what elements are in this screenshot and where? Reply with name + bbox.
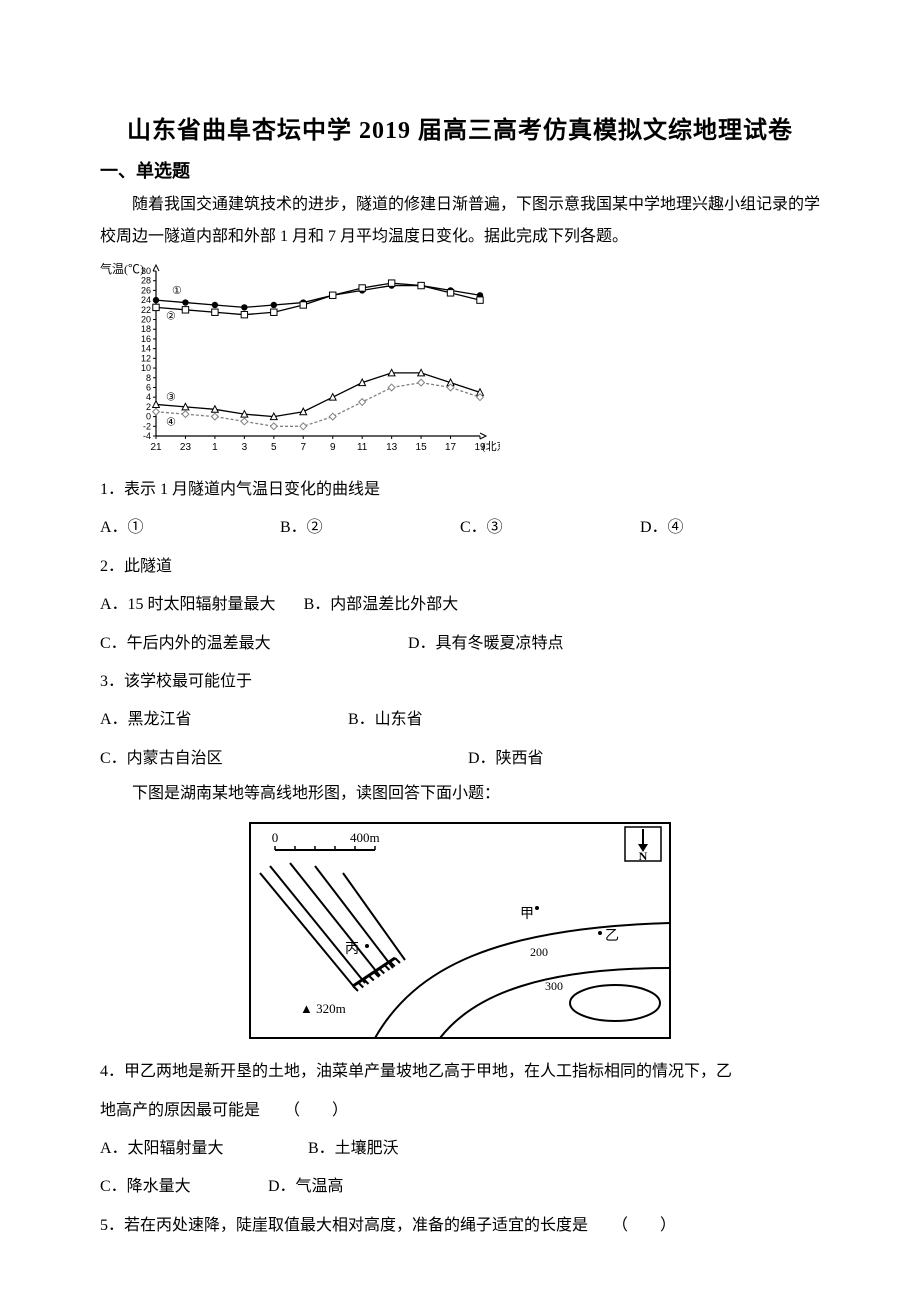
svg-text:0: 0 [272,830,279,845]
svg-text:300: 300 [545,979,563,993]
q3-opt-b: B．山东省 [348,711,423,728]
q2-opt-d: D．具有冬暖夏凉特点 [408,635,564,652]
temperature-chart-svg: 气温(℃)-4-20246810121416182022242628302123… [100,261,500,461]
svg-text:④: ④ [166,417,176,429]
svg-text:23: 23 [180,442,192,453]
q4-stem-line1: 4．甲乙两地是新开垦的土地，油菜单产量坡地乙高于甲地，在人工指标相同的情况下，乙 [100,1053,820,1091]
svg-text:20: 20 [141,315,151,325]
svg-text:-4: -4 [143,431,151,441]
svg-text:气温(℃): 气温(℃) [100,261,144,276]
svg-text:1: 1 [212,442,218,453]
svg-text:17: 17 [445,442,457,453]
svg-text:甲: 甲 [520,907,534,922]
svg-text:14: 14 [141,344,151,354]
svg-text:15: 15 [416,442,428,453]
svg-text:N: N [639,849,648,863]
exam-page: 山东省曲阜杏坛中学 2019 届高三高考仿真模拟文综地理试卷 一、单选题 随着我… [0,0,920,1305]
svg-text:③: ③ [166,391,176,403]
q1-options: A．① B．② C．③ D．④ [100,509,820,547]
contour-map: 0 400m N 甲乙丙 200 300 ▲ 320m [100,818,820,1043]
svg-text:200: 200 [530,945,548,959]
svg-text:②: ② [166,310,176,322]
q4-stem-line2: 地高产的原因最可能是 （ ） [100,1092,820,1130]
q3-options-line2: C．内蒙古自治区 D．陕西省 [100,740,820,778]
q3-opt-a: A．黑龙江省 [100,701,320,739]
q1-stem: 1．表示 1 月隧道内气温日变化的曲线是 [100,471,820,509]
q2-opt-b: B．内部温差比外部大 [304,596,459,613]
svg-text:13: 13 [386,442,398,453]
q3-options-line1: A．黑龙江省 B．山东省 [100,701,820,739]
svg-text:4: 4 [146,392,151,402]
svg-text:8: 8 [146,373,151,383]
q2-opt-c: C．午后内外的温差最大 [100,625,380,663]
temperature-chart: 气温(℃)-4-20246810121416182022242628302123… [100,261,820,461]
page-title: 山东省曲阜杏坛中学 2019 届高三高考仿真模拟文综地理试卷 [100,110,820,145]
svg-text:9: 9 [330,442,336,453]
q2-stem: 2．此隧道 [100,548,820,586]
contour-map-svg: 0 400m N 甲乙丙 200 300 ▲ 320m [245,818,675,1043]
q3-opt-c: C．内蒙古自治区 [100,740,440,778]
q1-opt-c: C．③ [460,509,640,547]
svg-text:(北京时间): (北京时间) [482,439,500,453]
q4-opt-c: C．降水量大 [100,1168,240,1206]
svg-text:30: 30 [141,266,151,276]
svg-text:5: 5 [271,442,277,453]
q1-opt-d: D．④ [640,509,820,547]
svg-text:12: 12 [141,353,151,363]
q3-stem: 3．该学校最可能位于 [100,663,820,701]
q4-opt-d: D．气温高 [268,1178,344,1195]
section-heading: 一、单选题 [100,157,820,183]
svg-text:-2: -2 [143,421,151,431]
svg-text:16: 16 [141,334,151,344]
q1-opt-b: B．② [280,509,460,547]
svg-text:3: 3 [242,442,248,453]
svg-text:①: ① [172,285,182,297]
q2-opt-a: A．15 时太阳辐射量最大 [100,596,276,613]
q4-options-line1: A．太阳辐射量大 B．土壤肥沃 [100,1130,820,1168]
intro-paragraph-2: 下图是湖南某地等高线地形图，读图回答下面小题： [100,778,820,810]
svg-text:18: 18 [141,324,151,334]
svg-text:28: 28 [141,276,151,286]
q1-opt-a: A．① [100,509,280,547]
svg-text:6: 6 [146,382,151,392]
svg-text:乙: 乙 [605,928,619,944]
svg-text:2: 2 [146,402,151,412]
svg-text:11: 11 [357,442,368,453]
q4-opt-a: A．太阳辐射量大 [100,1130,280,1168]
q4-options-line2: C．降水量大 D．气温高 [100,1168,820,1206]
svg-text:7: 7 [300,442,306,453]
svg-text:21: 21 [150,442,162,453]
q5-stem: 5．若在丙处速降，陡崖取值最大相对高度，准备的绳子适宜的长度是 （ ） [100,1207,820,1245]
svg-text:丙: 丙 [345,942,359,957]
q2-options-line2: C．午后内外的温差最大 D．具有冬暖夏凉特点 [100,625,820,663]
intro-paragraph-1: 随着我国交通建筑技术的进步，隧道的修建日渐普遍，下图示意我国某中学地理兴趣小组记… [100,189,820,253]
svg-text:22: 22 [141,305,151,315]
svg-text:24: 24 [141,295,151,305]
svg-text:0: 0 [146,412,151,422]
svg-text:400m: 400m [350,830,380,845]
q4-opt-b: B．土壤肥沃 [308,1140,399,1157]
svg-text:26: 26 [141,285,151,295]
q2-options-line1: A．15 时太阳辐射量最大 B．内部温差比外部大 [100,586,820,624]
svg-text:▲ 320m: ▲ 320m [300,1001,346,1016]
q3-opt-d: D．陕西省 [468,750,544,767]
svg-text:10: 10 [141,363,151,373]
